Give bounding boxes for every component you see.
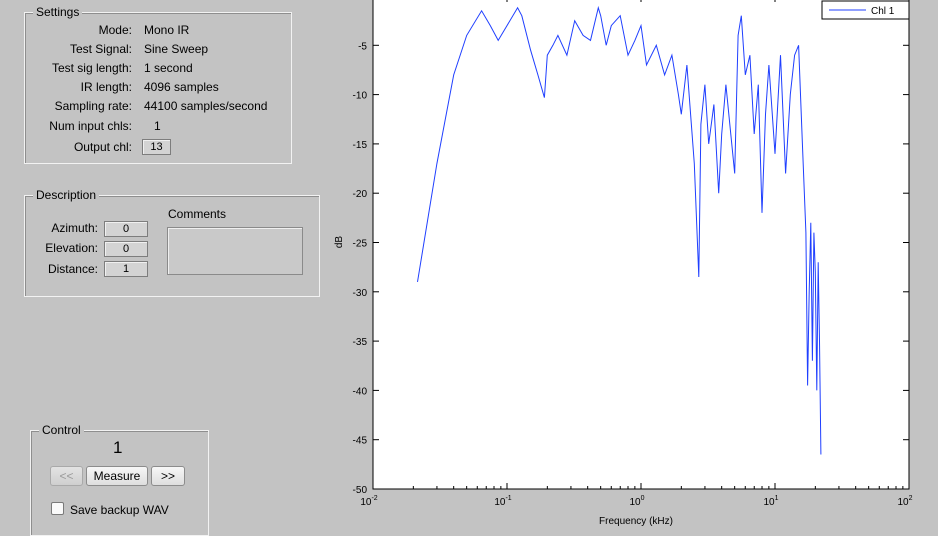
settings-label: IR length: <box>80 80 132 94</box>
settings-value: 4096 samples <box>144 80 219 94</box>
series-line-chl1 <box>417 5 822 455</box>
y-tick-label: -5 <box>358 41 367 52</box>
x-tick-exponent: -1 <box>505 495 511 502</box>
y-tick-label: -50 <box>353 485 368 496</box>
description-title: Description <box>33 188 100 202</box>
plot-axes[interactable] <box>372 0 910 490</box>
settings-label: Output chl: <box>73 140 132 154</box>
y-axis-label: dB <box>334 236 345 249</box>
x-tick-exponent: 1 <box>775 495 779 502</box>
x-tick-label: 100 <box>629 495 644 508</box>
settings-label: Test sig length: <box>51 61 132 75</box>
save-backup-checkbox[interactable] <box>51 502 64 515</box>
x-tick-exponent: -2 <box>371 495 377 502</box>
settings-value: Sine Sweep <box>144 42 209 56</box>
x-tick-base: 10 <box>763 497 775 508</box>
settings-label: Test Signal: <box>69 42 132 56</box>
y-tick-label: -25 <box>353 239 368 250</box>
x-tick-exponent: 2 <box>909 495 913 502</box>
axis-ticks <box>372 0 910 490</box>
y-tick-label: -30 <box>353 288 368 299</box>
control-title: Control <box>39 423 84 437</box>
x-tick-base: 10 <box>897 497 909 508</box>
x-axis-label: Frequency (kHz) <box>599 516 673 527</box>
y-tick-label: -20 <box>353 189 368 200</box>
next-button[interactable]: >> <box>151 466 185 486</box>
output-channel-value: 13 <box>150 141 163 153</box>
x-tick-base: 10 <box>629 497 641 508</box>
y-tick-label: -35 <box>353 337 368 348</box>
elevation-label: Elevation: <box>45 241 98 255</box>
x-tick-label: 102 <box>897 495 912 508</box>
settings-panel: Settings <box>24 5 292 164</box>
axis-tick-labels: 10-2 10-1 100 101 102-50-45-40-35-30-25-20-1… <box>353 41 913 508</box>
previous-button[interactable]: << <box>50 466 83 486</box>
y-tick-label: -15 <box>353 140 368 151</box>
settings-label: Sampling rate: <box>54 99 132 113</box>
output-channel-field[interactable]: 13 <box>142 139 171 155</box>
legend-label: Chl 1 <box>871 6 895 17</box>
settings-value: 1 second <box>144 61 193 75</box>
save-backup-label: Save backup WAV <box>70 503 169 517</box>
comments-textarea[interactable] <box>167 227 303 275</box>
x-tick-label: 10-1 <box>494 495 511 508</box>
x-tick-label: 101 <box>763 495 778 508</box>
x-tick-exponent: 0 <box>641 495 645 502</box>
measure-button[interactable]: Measure <box>86 466 148 486</box>
x-tick-base: 10 <box>360 497 372 508</box>
elevation-value: 0 <box>122 243 130 255</box>
settings-value: Mono IR <box>144 23 190 37</box>
measurement-counter: 1 <box>113 438 123 457</box>
azimuth-field[interactable]: 0 <box>104 221 148 237</box>
azimuth-label: Azimuth: <box>51 221 98 235</box>
settings-label: Mode: <box>98 23 132 37</box>
distance-value: 1 <box>122 263 130 275</box>
legend: Chl 1 <box>821 0 910 20</box>
distance-label: Distance: <box>47 262 98 276</box>
x-tick-label: 10-2 <box>360 495 377 508</box>
comments-label: Comments <box>168 207 227 221</box>
settings-value: 1 <box>154 119 161 133</box>
settings-title: Settings <box>33 5 83 19</box>
azimuth-value: 0 <box>122 223 130 235</box>
x-tick-base: 10 <box>494 497 506 508</box>
y-tick-label: -40 <box>353 386 368 397</box>
distance-field[interactable]: 1 <box>104 261 148 277</box>
description-panel: Description <box>24 188 320 297</box>
y-tick-label: -45 <box>353 436 368 447</box>
settings-label: Num input chls: <box>49 119 132 133</box>
elevation-field[interactable]: 0 <box>104 241 148 257</box>
settings-value: 44100 samples/second <box>144 99 268 113</box>
y-tick-label: -10 <box>353 91 368 102</box>
